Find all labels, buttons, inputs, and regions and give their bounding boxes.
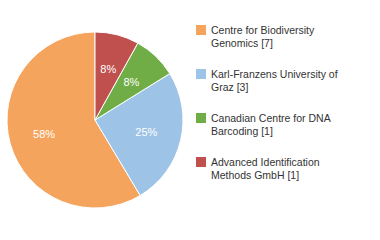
slices <box>7 32 183 208</box>
legend-swatch <box>196 157 206 167</box>
data-label: 25% <box>135 126 157 138</box>
legend-label: Karl-Franzens University ofGraz [3] <box>211 68 338 93</box>
legend-label: Centre for BiodiversityGenomics [7] <box>211 24 315 49</box>
legend-swatch <box>196 69 206 79</box>
legend-label: Canadian Centre for DNABarcoding [1] <box>211 112 331 137</box>
legend-label: Advanced IdentificationMethods GmbH [1] <box>211 156 320 181</box>
data-labels: 58% 25% 8% 8% <box>33 63 157 140</box>
legend-swatch <box>196 25 206 35</box>
data-label: 8% <box>123 76 139 88</box>
legend-swatch <box>196 113 206 123</box>
data-label: 58% <box>33 128 55 140</box>
chart-container: 58% 25% 8% 8% Centre for BiodiversityGenomic… <box>0 0 380 240</box>
chart-svg: 58% 25% 8% 8% Centre for BiodiversityGenomic… <box>0 0 380 240</box>
data-label: 8% <box>100 63 116 75</box>
legend: Centre for BiodiversityGenomics [7] Karl-… <box>196 24 338 181</box>
